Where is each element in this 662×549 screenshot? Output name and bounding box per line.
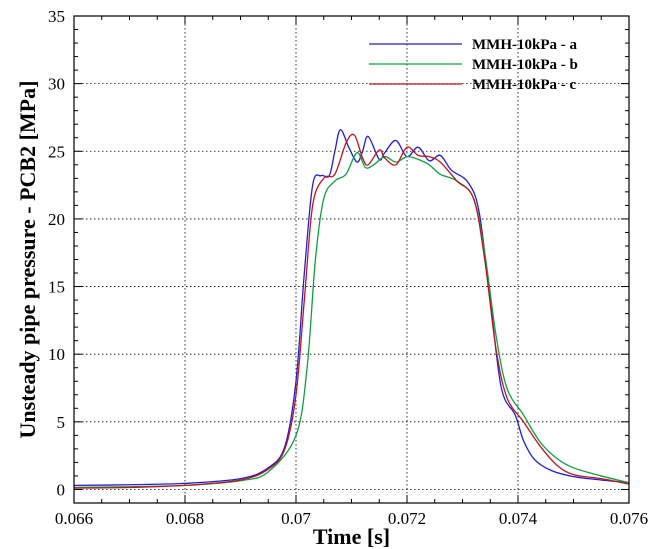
- legend-label: MMH-10kPa - b: [472, 57, 578, 73]
- y-tick-label: 20: [48, 210, 65, 229]
- x-tick-label: 0.066: [55, 509, 93, 528]
- grid-layer: [74, 16, 629, 503]
- y-axis-title: Unsteady pipe pressure - PCB2 [MPa]: [15, 81, 40, 439]
- series-layer: [73, 128, 630, 489]
- x-tick-label: 0.076: [610, 509, 648, 528]
- x-tick-label: 0.07: [281, 509, 311, 528]
- y-tick-label: 35: [48, 7, 65, 26]
- y-tick-label: 25: [48, 142, 65, 161]
- x-tick-label: 0.074: [499, 509, 538, 528]
- tick-layer: 0.066 0.068 0.07 0.072 0.074 0.076 0 5 10 15 20 25 3…: [48, 7, 648, 528]
- y-tick-label: 30: [48, 75, 65, 94]
- legend-label: MMH-10kPa - a: [472, 37, 577, 53]
- series-line-a: [73, 128, 630, 487]
- legend-label: MMH-10kPa - c: [472, 77, 576, 93]
- y-tick-label: 0: [57, 480, 66, 499]
- y-tick-label: 10: [48, 345, 65, 364]
- y-tick-label: 5: [57, 413, 66, 432]
- y-tick-label: 15: [48, 278, 65, 297]
- x-tick-label: 0.072: [388, 509, 426, 528]
- x-tick-label: 0.068: [166, 509, 204, 528]
- series-line-c: [73, 133, 630, 489]
- series-line-b: [73, 151, 630, 489]
- x-axis-title: Time [s]: [313, 524, 390, 549]
- legend: MMH-10kPa - a MMH-10kPa - b MMH-10kPa - c: [369, 37, 578, 93]
